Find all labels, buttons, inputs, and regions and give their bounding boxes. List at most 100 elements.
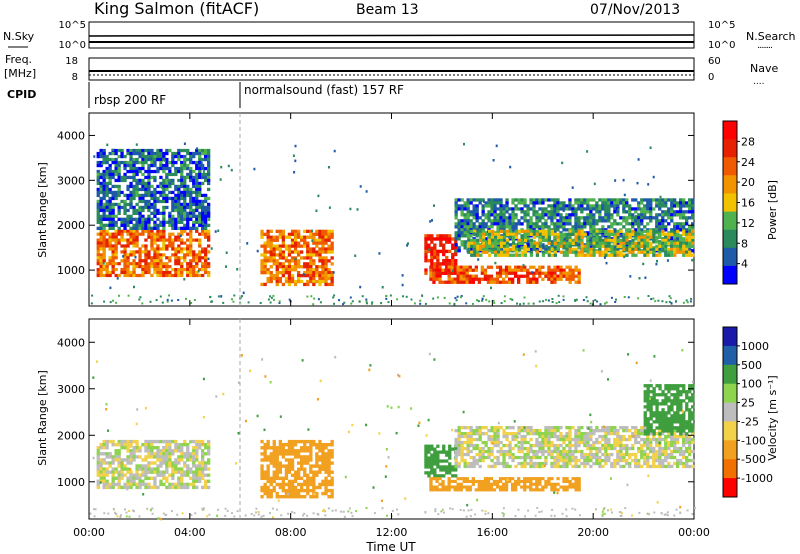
heatmap-cell bbox=[454, 198, 458, 202]
heatmap-cell bbox=[198, 467, 202, 471]
heatmap-cell bbox=[324, 279, 328, 284]
heatmap-cell bbox=[144, 157, 148, 162]
heatmap-cell bbox=[430, 456, 434, 460]
heatmap-cell bbox=[481, 198, 485, 202]
heatmap-cell bbox=[607, 210, 611, 214]
heatmap-cell bbox=[117, 172, 121, 177]
heatmap-cell bbox=[195, 226, 199, 230]
y-tick-label: 3000 bbox=[57, 174, 85, 187]
heatmap-cell bbox=[511, 452, 515, 457]
heatmap-cell bbox=[135, 166, 139, 171]
heatmap-cell bbox=[102, 458, 106, 462]
heatmap-cell bbox=[141, 178, 145, 183]
heatmap-cell bbox=[442, 444, 446, 448]
heatmap-cell bbox=[99, 229, 103, 233]
heatmap-cell bbox=[556, 437, 560, 442]
heatmap-cell bbox=[183, 193, 187, 198]
heatmap-cell bbox=[198, 479, 202, 483]
heatmap-cell bbox=[315, 238, 319, 242]
heatmap-cell bbox=[165, 184, 169, 189]
heatmap-cell bbox=[577, 440, 581, 445]
heatmap-cell bbox=[120, 270, 124, 275]
heatmap-cell bbox=[514, 229, 519, 233]
heatmap-cell bbox=[165, 187, 169, 192]
heatmap-cell bbox=[300, 279, 304, 284]
heatmap-cell bbox=[114, 443, 118, 447]
heatmap-cell bbox=[601, 229, 605, 233]
heatmap-cell bbox=[273, 298, 275, 301]
heatmap-cell bbox=[138, 193, 142, 198]
heatmap-cell bbox=[664, 213, 668, 217]
heatmap-cell bbox=[517, 229, 522, 233]
heatmap-cell bbox=[198, 211, 202, 215]
heatmap-cell bbox=[430, 237, 434, 241]
heatmap-cell bbox=[445, 453, 449, 457]
heatmap-cell bbox=[330, 476, 334, 480]
heatmap-cell bbox=[156, 217, 160, 221]
heatmap-cell bbox=[321, 259, 325, 263]
heatmap-cell bbox=[559, 241, 563, 245]
heatmap-cell bbox=[144, 202, 148, 207]
heatmap-cell bbox=[150, 232, 154, 236]
heatmap-cell bbox=[129, 181, 133, 186]
heatmap-cell bbox=[201, 181, 205, 186]
heatmap-cell bbox=[442, 252, 446, 257]
heatmap-cell bbox=[625, 229, 629, 233]
heatmap-cell bbox=[90, 302, 93, 305]
heatmap-cell bbox=[430, 462, 434, 466]
heatmap-cell bbox=[517, 207, 521, 211]
heatmap-cell bbox=[501, 277, 506, 281]
heatmap-cell bbox=[135, 217, 139, 221]
heatmap-cell bbox=[132, 190, 136, 195]
heatmap-cell bbox=[106, 143, 109, 147]
heatmap-cell bbox=[126, 262, 130, 266]
heatmap-cell bbox=[147, 256, 151, 260]
heatmap-cell bbox=[177, 217, 181, 221]
heatmap-cell bbox=[156, 439, 160, 444]
heatmap-cell bbox=[96, 175, 100, 180]
heatmap-cell bbox=[619, 253, 623, 257]
heatmap-cell bbox=[192, 439, 196, 444]
heatmap-cell bbox=[198, 268, 202, 272]
heatmap-cell bbox=[673, 234, 677, 238]
heatmap-cell bbox=[266, 495, 270, 499]
heatmap-cell bbox=[293, 235, 298, 239]
heatmap-cell bbox=[272, 262, 276, 266]
heatmap-cell bbox=[592, 241, 596, 245]
heatmap-cell bbox=[168, 473, 172, 477]
heatmap-cell bbox=[171, 208, 175, 213]
heatmap-cell bbox=[324, 488, 328, 493]
heatmap-cell bbox=[558, 301, 561, 304]
heatmap-cell bbox=[297, 244, 301, 248]
heatmap-cell bbox=[192, 479, 196, 483]
heatmap-cell bbox=[99, 446, 103, 450]
heatmap-cell bbox=[111, 175, 115, 180]
heatmap-cell bbox=[535, 253, 540, 257]
heatmap-cell bbox=[99, 163, 103, 168]
heatmap-cell bbox=[442, 465, 446, 469]
heatmap-cell bbox=[153, 452, 157, 456]
heatmap-cell bbox=[634, 207, 638, 211]
heatmap-cell bbox=[493, 213, 497, 217]
heatmap-cell bbox=[147, 157, 151, 162]
heatmap-cell bbox=[108, 151, 112, 156]
heatmap-cell bbox=[96, 446, 100, 450]
heatmap-cell bbox=[436, 462, 440, 466]
heatmap-cell bbox=[559, 432, 563, 436]
heatmap-cell bbox=[565, 216, 569, 220]
heatmap-cell bbox=[138, 464, 142, 468]
heatmap-cell bbox=[186, 473, 190, 477]
heatmap-cell bbox=[99, 190, 103, 195]
heatmap-cell bbox=[670, 219, 674, 223]
heatmap-cell bbox=[266, 491, 270, 496]
heatmap-cell bbox=[123, 247, 127, 251]
heatmap-cell bbox=[300, 461, 304, 465]
heatmap-cell bbox=[490, 286, 492, 290]
heatmap-cell bbox=[278, 461, 282, 465]
heatmap-cell bbox=[293, 241, 298, 245]
heatmap-cell bbox=[604, 229, 608, 233]
heatmap-cell bbox=[180, 202, 184, 207]
heatmap-cell bbox=[436, 453, 440, 457]
heatmap-cell bbox=[241, 295, 244, 298]
heatmap-cell bbox=[574, 458, 578, 463]
